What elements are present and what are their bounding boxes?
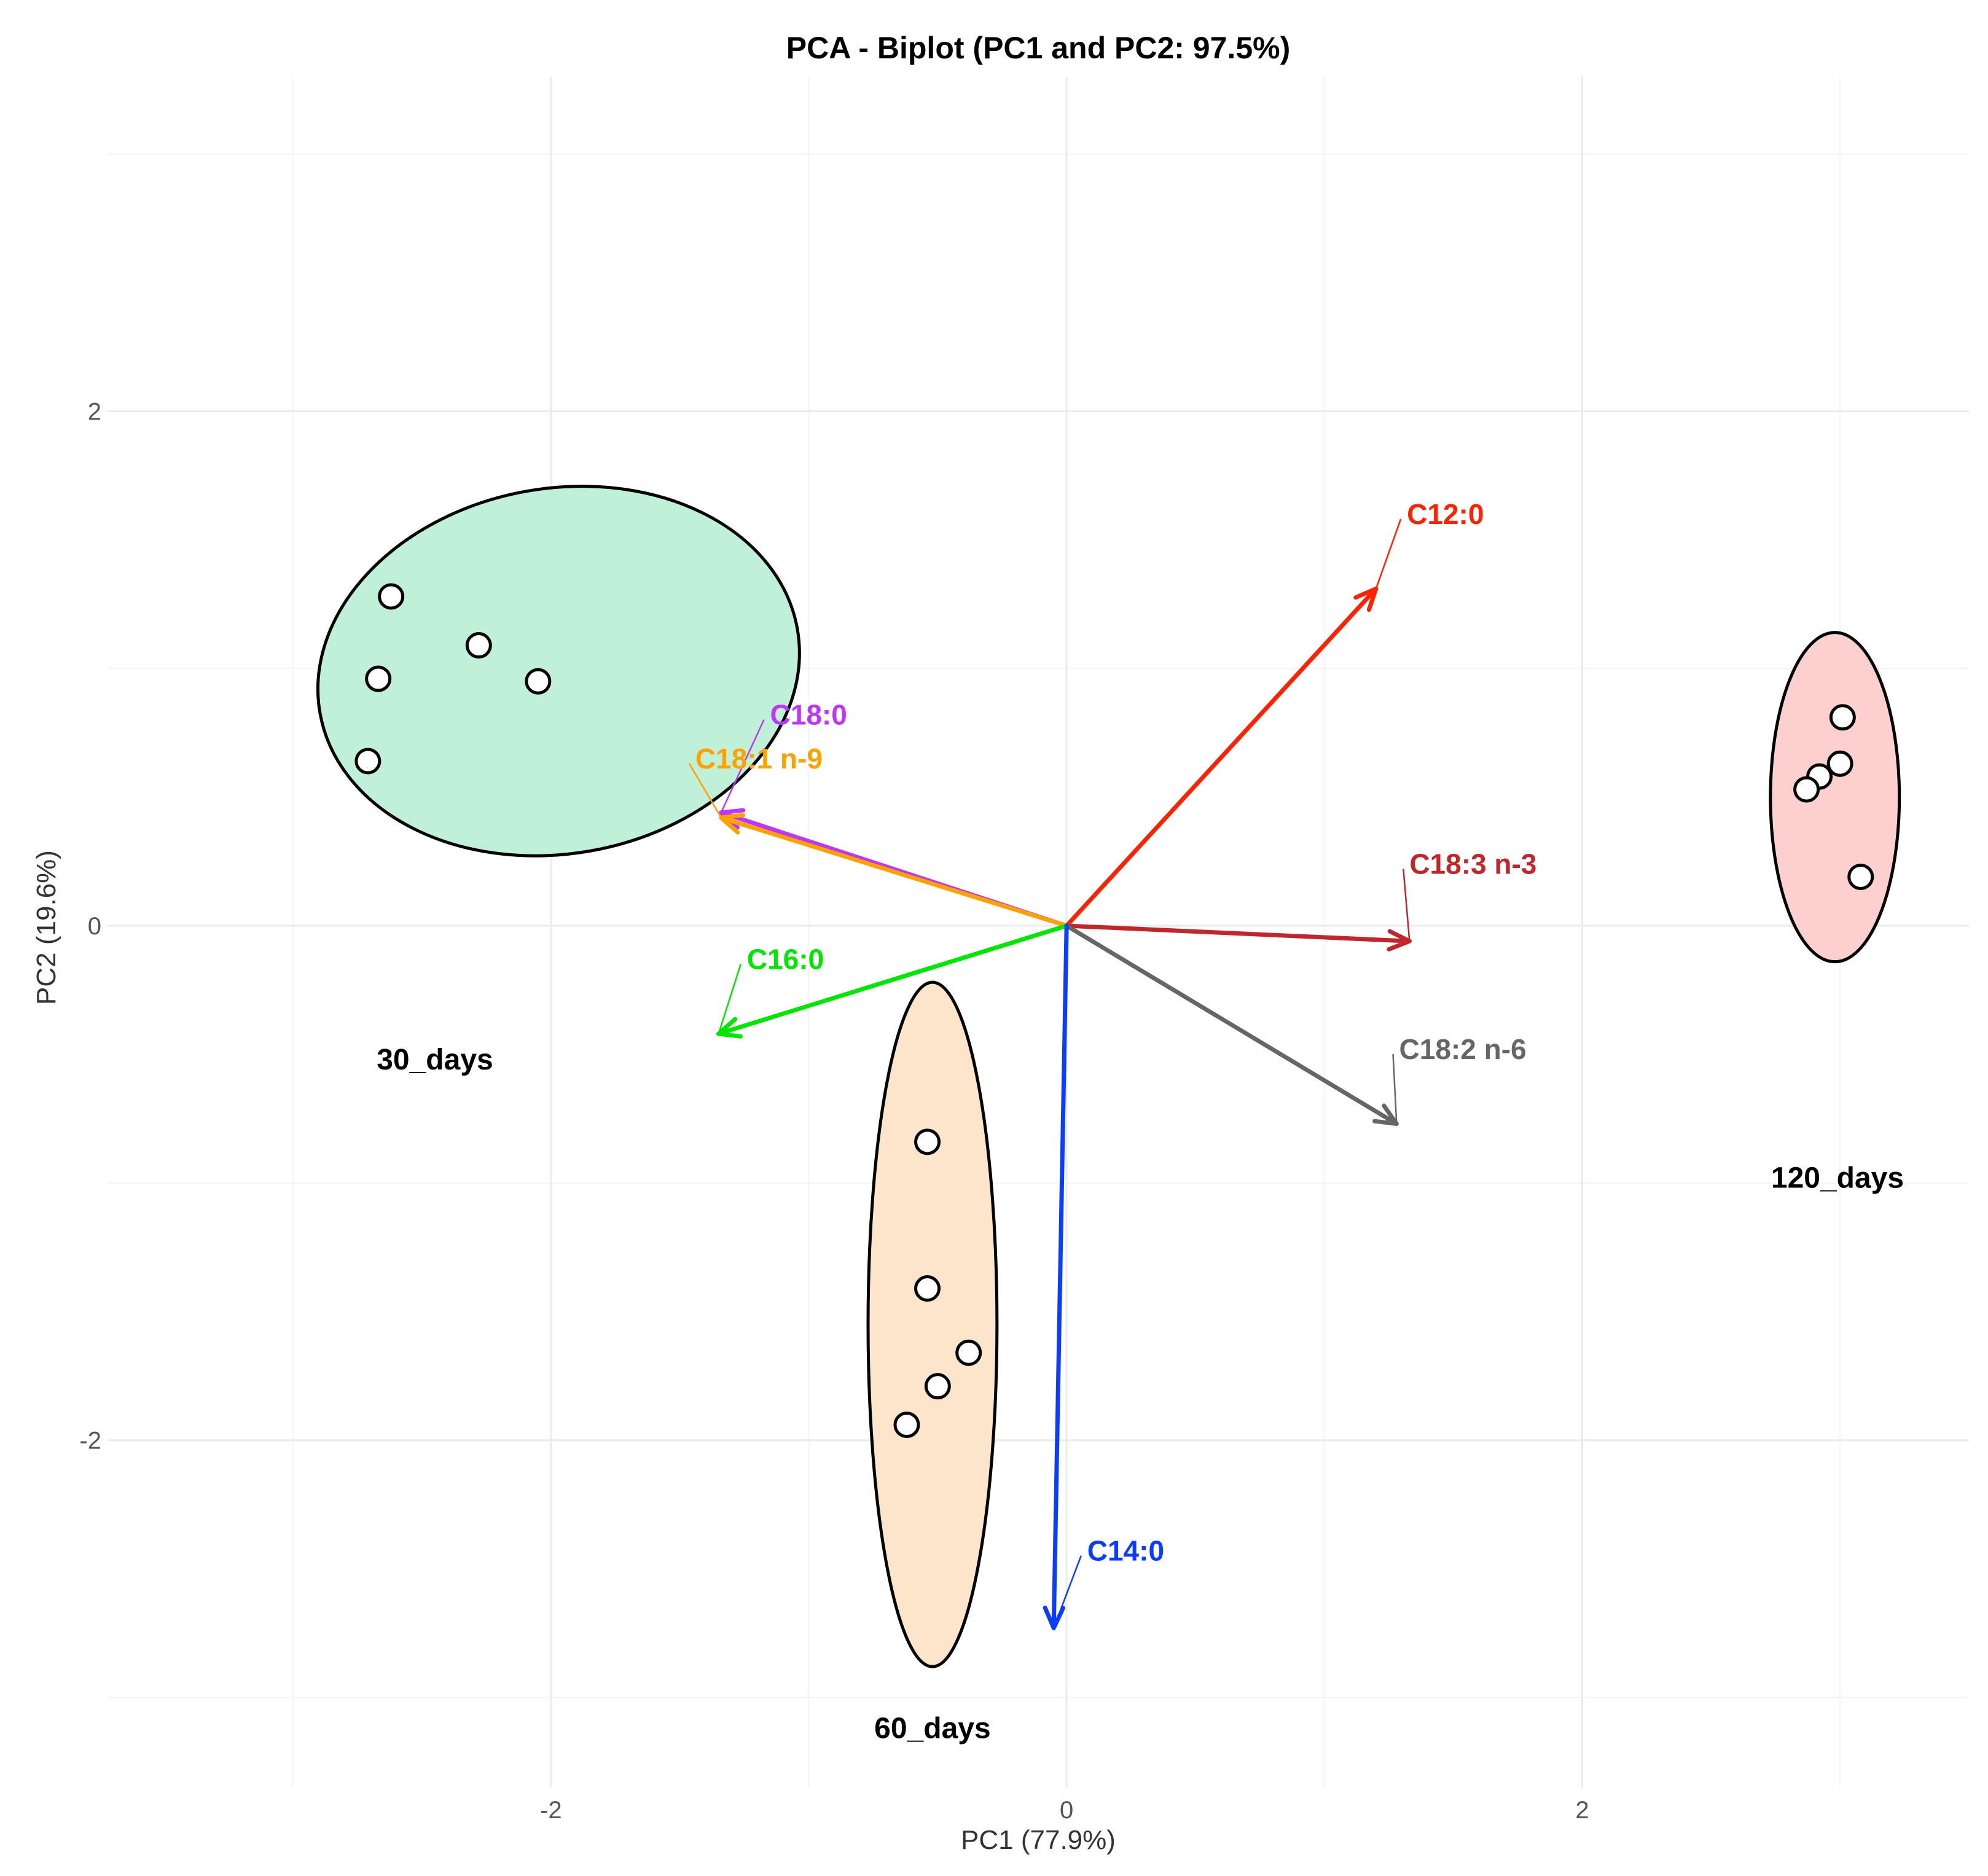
loading-label: C16:0 (747, 943, 824, 975)
group-ellipse-30_days (316, 485, 801, 858)
data-point-120_days (1793, 776, 1820, 803)
data-point-60_days (924, 1373, 951, 1400)
y-tick-label: 0 (88, 913, 101, 940)
group-ellipse-120_days (1769, 631, 1901, 964)
data-point-120_days (1829, 704, 1856, 731)
loading-arrow-shaft (1064, 586, 1379, 928)
x-axis-title: PC1 (77.9%) (961, 1825, 1116, 1855)
group-labels: 30_days 60_days 120_days (377, 1044, 1904, 1745)
loading-arrow-shaft (1064, 923, 1412, 944)
data-point-60_days (914, 1275, 941, 1302)
loading-label-connector (688, 763, 722, 818)
axis-ticks: -2 0 2 -2 0 2 (79, 398, 1589, 1824)
loading-label: C18:2 n-6 (1399, 1033, 1527, 1065)
loading-label: C18:1 n-9 (695, 743, 823, 775)
loading-label-connector (718, 964, 742, 1034)
data-point-30_days (525, 668, 552, 695)
x-tick-label: 0 (1060, 1797, 1073, 1824)
loading-c18-3-n-3: C18:3 n-3 (1064, 848, 1536, 952)
data-point-30_days (354, 748, 382, 775)
y-axis-title: PC2 (19.6%) (31, 850, 61, 1005)
loading-label: C18:3 n-3 (1409, 848, 1536, 880)
loading-label: C14:0 (1087, 1535, 1164, 1567)
data-point-60_days (893, 1411, 920, 1438)
x-tick-label: 2 (1575, 1797, 1589, 1824)
loading-label-connector (720, 719, 765, 813)
data-point-60_days (914, 1128, 941, 1155)
loading-label-connector (1392, 1053, 1398, 1124)
y-tick-label: -2 (79, 1428, 101, 1455)
loading-label-connector (1053, 1555, 1082, 1628)
loading-c18-2-n-6: C18:2 n-6 (1064, 923, 1527, 1127)
grid (108, 77, 1969, 1788)
loading-c14-0: C14:0 (1043, 923, 1164, 1630)
loading-c18-1-n-9: C18:1 n-9 (688, 743, 1069, 928)
loading-c16-0: C16:0 (716, 923, 1069, 1039)
group-label-120_days: 120_days (1771, 1162, 1904, 1194)
sample-points (354, 583, 1874, 1438)
loading-label-connector (1375, 518, 1402, 589)
data-point-120_days (1826, 750, 1853, 777)
data-point-30_days (465, 632, 492, 659)
chart-title: PCA - Biplot (PC1 and PC2: 97.5%) (786, 31, 1290, 65)
data-point-120_days (1847, 863, 1874, 890)
loading-arrow-shaft (1064, 923, 1399, 1127)
loading-arrow-shaft (716, 923, 1069, 1036)
data-point-60_days (955, 1339, 982, 1366)
loading-arrow-shaft (719, 815, 1069, 928)
group-ellipses (316, 485, 1901, 1668)
data-point-30_days (365, 665, 392, 692)
group-label-30_days: 30_days (377, 1044, 493, 1076)
loading-label: C18:0 (770, 699, 847, 731)
group-label-60_days: 60_days (874, 1713, 991, 1745)
loading-label: C12:0 (1407, 498, 1484, 530)
loading-vectors: C12:0 C18:0 C18:1 n-9 C18:3 n-3 C16:0 C18:2 n… (688, 498, 1536, 1630)
loading-arrow-shaft (1051, 923, 1069, 1630)
data-point-30_days (378, 583, 405, 610)
loading-c12-0: C12:0 (1064, 498, 1484, 928)
loading-label-connector (1403, 869, 1411, 942)
y-tick-label: 2 (88, 398, 101, 425)
x-tick-label: -2 (540, 1797, 562, 1824)
group-ellipse-60_days (866, 980, 999, 1668)
